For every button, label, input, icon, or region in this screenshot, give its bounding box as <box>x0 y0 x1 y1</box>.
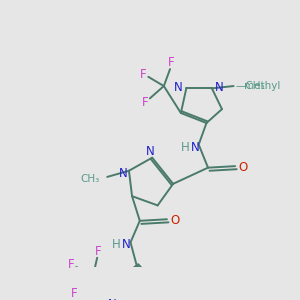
Text: N: N <box>122 238 131 251</box>
Text: F: F <box>142 96 148 109</box>
Text: N: N <box>174 81 182 94</box>
Text: —CH₃: —CH₃ <box>235 81 265 91</box>
Text: N: N <box>118 167 127 180</box>
Text: F: F <box>94 245 101 258</box>
Text: O: O <box>170 214 179 227</box>
Text: H: H <box>180 141 189 154</box>
Text: N: N <box>190 141 199 154</box>
Text: N: N <box>146 145 154 158</box>
Text: H: H <box>112 238 121 251</box>
Text: N: N <box>108 298 117 300</box>
Text: F: F <box>68 258 74 271</box>
Text: methyl: methyl <box>244 81 281 91</box>
Text: F: F <box>70 287 77 300</box>
Text: F: F <box>140 68 147 81</box>
Text: F: F <box>168 56 175 69</box>
Text: N: N <box>215 81 224 94</box>
Text: O: O <box>238 161 248 174</box>
Text: CH₃: CH₃ <box>80 174 100 184</box>
